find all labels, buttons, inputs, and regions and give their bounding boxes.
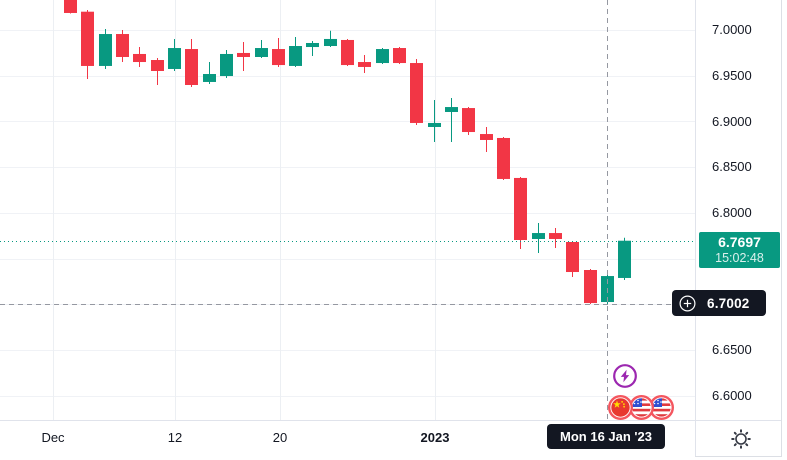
candle-body	[99, 34, 112, 66]
time-axis-label: 20	[272, 430, 288, 445]
time-axis-label: Dec	[41, 430, 65, 445]
candle-body	[549, 233, 562, 239]
last-price-value: 6.7697	[718, 234, 761, 250]
candle-body	[584, 270, 597, 304]
candle-body	[410, 63, 423, 123]
time-axis[interactable]: Dec 12 20 2023	[0, 421, 781, 457]
bar-countdown-timer: 15:02:48	[715, 251, 764, 265]
price-axis-label: 6.9500	[712, 67, 752, 83]
lightning-icon[interactable]	[612, 363, 638, 394]
time-axis-separator	[0, 420, 781, 421]
candlestick-chart-pane[interactable]	[0, 0, 695, 420]
plus-circle-icon[interactable]	[679, 294, 696, 312]
price-axis-label: 7.0000	[712, 22, 752, 37]
candle-body	[393, 48, 406, 64]
price-axis-separator	[695, 0, 696, 457]
candle-body	[289, 46, 302, 66]
candle-body	[480, 134, 493, 140]
crosshair-date-value: Mon 16 Jan '23	[560, 429, 652, 444]
candle-body	[445, 107, 458, 112]
candle-body	[306, 42, 319, 48]
china-flag-icon[interactable]	[607, 394, 634, 426]
candle-body	[428, 122, 441, 127]
time-axis-label: 12	[167, 430, 183, 445]
candle-body	[376, 49, 389, 64]
time-axis-label: 2023	[420, 430, 450, 445]
candle-body	[341, 39, 354, 66]
crosshair-price-badge: 6.7002	[672, 290, 766, 316]
candle-body	[168, 48, 181, 69]
price-axis-label: 6.9000	[712, 113, 752, 129]
candle-body	[203, 74, 216, 82]
candle-body	[497, 137, 510, 179]
candle-body	[358, 62, 371, 67]
candle-body	[618, 240, 631, 278]
pane-bottom-edge	[695, 456, 781, 457]
pane-right-edge	[781, 0, 782, 457]
price-axis-label: 6.8000	[712, 205, 752, 220]
gear-icon[interactable]	[729, 427, 753, 451]
price-axis-label: 6.8500	[712, 159, 752, 175]
candlestick-chart	[0, 0, 695, 420]
candle-body	[151, 60, 164, 71]
candle-body	[64, 0, 77, 13]
candle-body	[324, 38, 337, 47]
candle-body	[133, 53, 146, 63]
candle-body	[116, 34, 129, 57]
candle-body	[532, 233, 545, 239]
last-price-badge: 6.7697 15:02:48	[699, 232, 780, 268]
price-axis-label: 6.6000	[712, 388, 752, 403]
price-axis[interactable]: 7.0000 6.9500 6.9000 6.8500 6.8000 6.6500 6.60…	[696, 0, 781, 420]
candle-body	[462, 108, 475, 133]
candle-body	[514, 177, 527, 240]
candle-body	[81, 11, 94, 66]
price-axis-label: 6.6500	[712, 342, 752, 358]
candle-body	[220, 53, 233, 77]
candle-body	[185, 49, 198, 85]
candle-body	[255, 48, 268, 57]
candle-body	[272, 49, 285, 66]
candle-body	[566, 242, 579, 273]
crosshair-price-value: 6.7002	[707, 295, 750, 311]
crosshair-date-badge: Mon 16 Jan '23	[547, 424, 665, 449]
candle-body	[237, 52, 250, 57]
